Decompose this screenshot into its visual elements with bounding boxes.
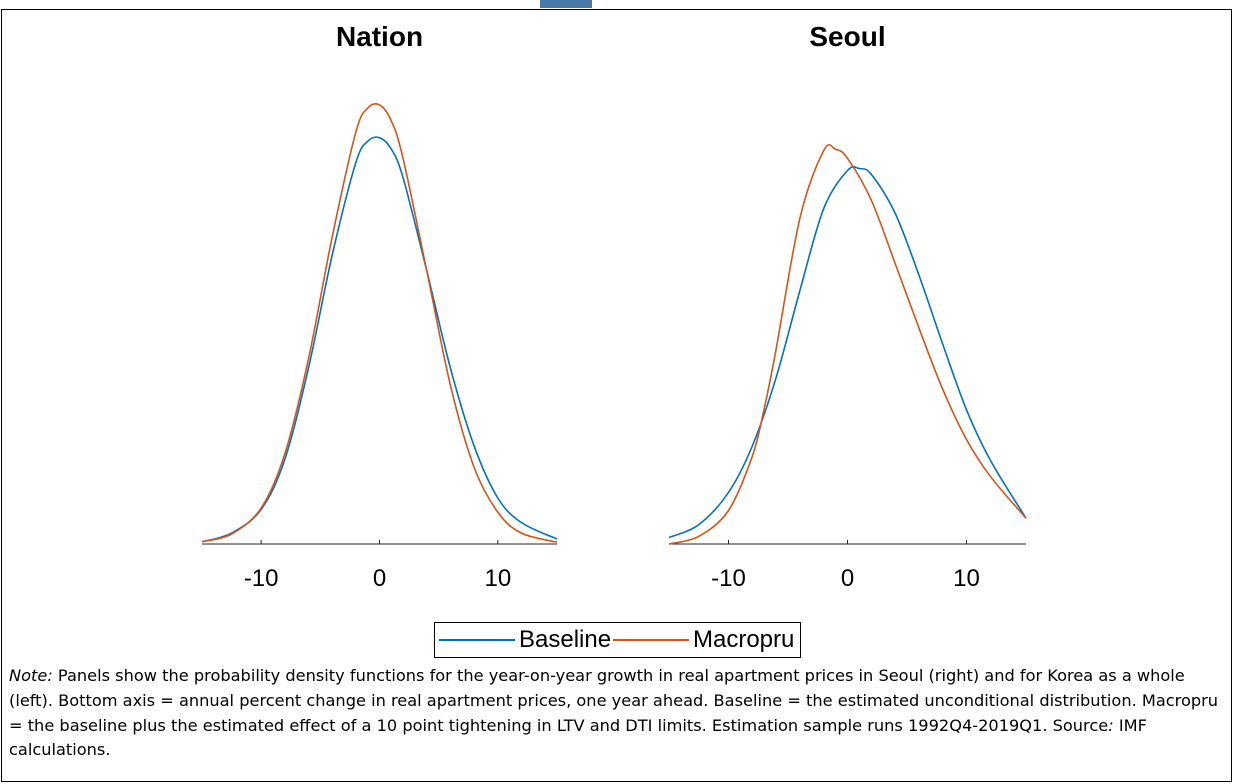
legend-label-macropru: Macropru [693, 626, 795, 653]
series-line-macropru [668, 143, 1027, 545]
series-line-baseline [668, 166, 1027, 539]
cropped-header-title [540, 0, 592, 8]
series-line-baseline [201, 136, 558, 543]
legend-label-baseline: Baseline [519, 626, 612, 653]
seoul-panel: Seoul -10 0 10 [668, 21, 1027, 592]
legend-item-macropru: Macropru [613, 623, 794, 657]
panel-title-nation: Nation [336, 21, 423, 52]
x-tick-label: -10 [244, 565, 279, 592]
legend-swatch-baseline [439, 639, 515, 641]
legend: Baseline Macropru [434, 622, 801, 658]
x-tick-label: -10 [711, 565, 746, 592]
x-tick-label: 10 [953, 565, 980, 592]
x-tick-label: 0 [373, 565, 386, 592]
x-tick-label: 0 [841, 565, 854, 592]
legend-item-baseline: Baseline [439, 623, 611, 657]
source-text: IMF calculations. [9, 715, 1147, 760]
series-line-macropru [201, 103, 558, 543]
panel-title-seoul: Seoul [809, 21, 885, 52]
note-label: Note: [9, 666, 53, 685]
legend-swatch-macropru [613, 639, 689, 641]
figure-note: Note: Panels show the probability densit… [9, 664, 1225, 763]
x-tick-label: 10 [484, 565, 511, 592]
header-strip [1, 0, 1232, 10]
note-text: Panels show the probability density func… [9, 666, 1219, 735]
source-colon: : [1108, 715, 1114, 735]
density-charts: Nation -10 0 10 Seoul -10 0 10 [201, 21, 1027, 592]
nation-panel: Nation -10 0 10 [201, 21, 558, 592]
